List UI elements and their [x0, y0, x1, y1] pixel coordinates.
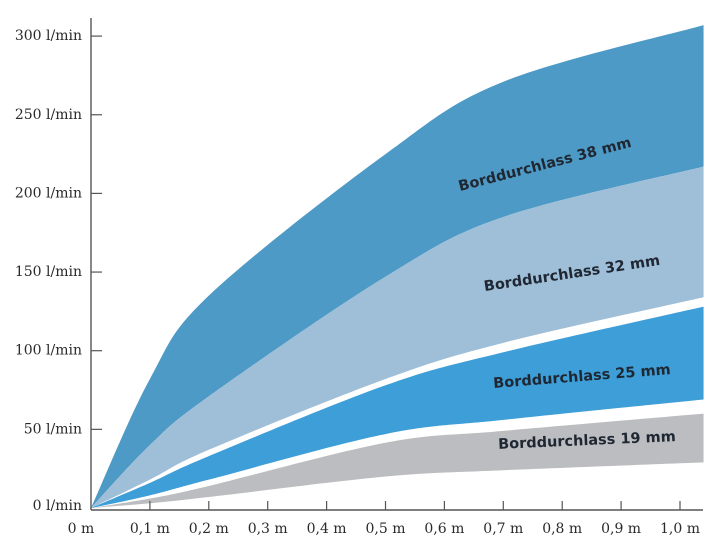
x-tick-label: 0,6 m — [424, 521, 464, 537]
x-tick-label: 0,7 m — [483, 521, 523, 537]
axes: 0 l/min 50 l/min 100 l/min 150 l/min 200 l/m… — [15, 18, 703, 537]
y-tick-label: 150 l/min — [15, 264, 82, 280]
band-38mm — [91, 25, 704, 509]
y-tick-label: 250 l/min — [15, 107, 82, 123]
x-tick-label: 0,1 m — [130, 521, 170, 537]
y-tick-label: 300 l/min — [15, 28, 82, 44]
y-tick-label: 50 l/min — [24, 421, 82, 437]
band-label: Borddurchlass 19 mm — [498, 429, 676, 453]
x-tick-label: 0,4 m — [307, 521, 347, 537]
band-19mm — [91, 413, 704, 508]
x-tick-label: 0,5 m — [366, 521, 406, 537]
band-25mm — [91, 306, 704, 508]
y-tick-label: 200 l/min — [15, 185, 82, 201]
x-tick-label: 0 m — [68, 521, 95, 537]
x-tick-label: 1,0 m — [660, 521, 700, 537]
bands — [91, 25, 704, 509]
band-32mm — [91, 166, 704, 508]
x-tick-label: 0,8 m — [542, 521, 582, 537]
y-tick-label: 100 l/min — [15, 343, 82, 359]
x-tick-label: 0,3 m — [248, 521, 288, 537]
x-tick-label: 0,9 m — [601, 521, 641, 537]
y-tick-label: 0 l/min — [33, 498, 82, 514]
x-tick-label: 0,2 m — [189, 521, 229, 537]
